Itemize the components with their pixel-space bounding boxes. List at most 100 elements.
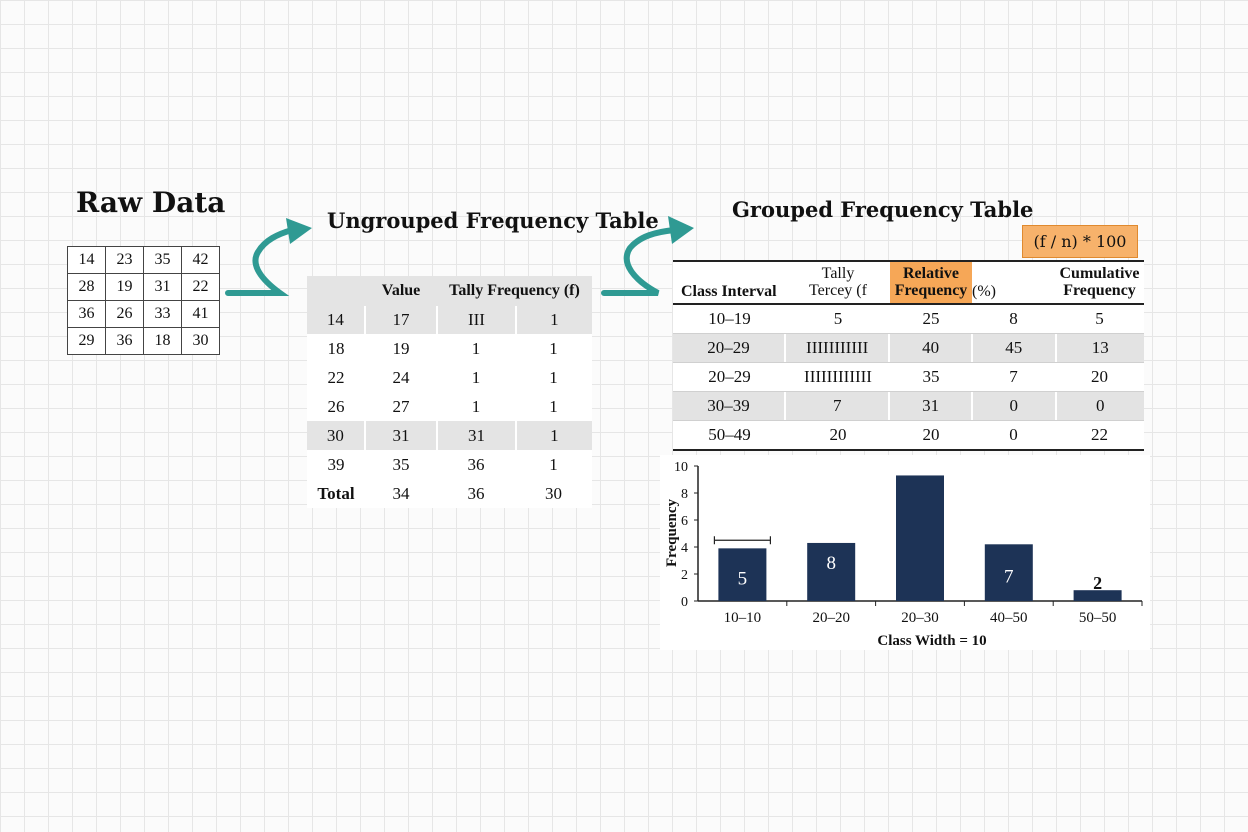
- y-tick-label: 2: [681, 568, 688, 583]
- header-relative-frequency: Relative Frequency: [890, 262, 972, 303]
- histogram-chart: 0 2 4 6 8 10 Frequency 10–10 5 20–20 8 20–30 40–50 7 5…: [664, 460, 1143, 649]
- table-cell: 20: [922, 425, 940, 444]
- table-cell: 22: [1091, 425, 1108, 444]
- table-row: 20–29 IIIIIIIIIII 40 45 13: [673, 334, 1144, 363]
- raw-cell: 18: [143, 327, 182, 355]
- x-tick-label: 20–30: [901, 610, 939, 626]
- header-value: Value: [381, 282, 421, 299]
- y-tick-label: 4: [681, 541, 688, 556]
- table-total-row: Total 34 36 30: [307, 479, 592, 508]
- table-row: 18 19 1 1: [307, 334, 592, 363]
- table-cell: 0: [970, 392, 1055, 420]
- table-cell: 14: [326, 310, 344, 329]
- raw-cell: 23: [105, 246, 144, 274]
- histogram-panel: 0 2 4 6 8 10 Frequency 10–10 5 20–20 8 20–30 40–50 7 5…: [660, 455, 1150, 650]
- table-cell: 20: [829, 425, 847, 444]
- raw-data-grid: 14 23 35 42 28 19 31 22 36 26 33 41 29 3…: [67, 246, 220, 355]
- table-row: 30–39 7 31 0 0: [673, 392, 1144, 421]
- arrow-ungrouped-to-grouped-icon: [601, 216, 694, 296]
- table-cell: 1: [514, 306, 592, 334]
- raw-cell: 36: [105, 327, 144, 355]
- table-row: 22 24 1 1: [307, 363, 592, 392]
- table-cell: 1: [549, 367, 558, 387]
- raw-cell: 28: [67, 273, 106, 301]
- table-cell: 30: [545, 483, 562, 503]
- table-cell: 39: [327, 454, 345, 474]
- y-tick-label: 10: [674, 460, 688, 475]
- x-tick-label: 40–50: [990, 610, 1028, 626]
- table-cell: 26: [327, 396, 345, 416]
- table-cell: 18: [327, 338, 345, 358]
- table-cell: 50–49: [708, 425, 751, 444]
- table-cell: 7: [1009, 367, 1018, 386]
- table-cell: 31: [363, 421, 436, 450]
- ungrouped-table-title: Ungrouped Frequency Table: [327, 208, 659, 233]
- bar-data-label: 5: [738, 568, 748, 589]
- table-cell: 10–19: [708, 309, 751, 328]
- y-tick-label: 8: [681, 487, 688, 502]
- table-cell: 19: [392, 338, 410, 358]
- table-cell: 31: [888, 392, 971, 420]
- table-cell: 0: [1054, 392, 1144, 420]
- histogram-bar: [807, 542, 856, 601]
- bar-data-label: 8: [826, 553, 836, 574]
- header-tally-line2: Tercey (f: [809, 282, 867, 299]
- bar-data-label: 2: [1093, 573, 1102, 593]
- histogram-bar: [1073, 590, 1122, 601]
- table-cell: 1: [549, 338, 558, 358]
- header-percent: (%): [972, 283, 996, 300]
- header-tally-frequency: Tally Frequency (f): [449, 282, 580, 299]
- table-row: 26 27 1 1: [307, 392, 592, 421]
- y-tick-label: 6: [681, 514, 688, 529]
- table-row: 50–49 20 20 0 22: [673, 421, 1144, 451]
- table-row: 20–29 IIIIIIIIIIII 35 7 20: [673, 363, 1144, 392]
- header-tally: Tally Tercey (f: [786, 262, 890, 303]
- table-row: 14 17 III 1: [307, 306, 592, 334]
- table-cell: 1: [549, 454, 558, 474]
- raw-cell: 42: [181, 246, 220, 274]
- table-cell: 17: [363, 306, 436, 334]
- table-row: 39 35 36 1: [307, 450, 592, 479]
- table-cell: 5: [1095, 309, 1104, 328]
- raw-cell: 33: [143, 300, 182, 328]
- x-tick-label: 50–50: [1079, 610, 1117, 626]
- x-tick-label: 20–20: [812, 610, 850, 626]
- table-cell: IIIIIIIIIII: [784, 334, 888, 362]
- table-row: 10–19 5 25 8 5: [673, 305, 1144, 334]
- table-cell: 20: [1091, 367, 1108, 386]
- header-class-interval: Class Interval: [681, 283, 777, 300]
- y-tick-label: 0: [681, 595, 688, 610]
- raw-cell: 35: [143, 246, 182, 274]
- table-cell: 25: [922, 309, 940, 328]
- raw-cell: 36: [67, 300, 106, 328]
- raw-data-title: Raw Data: [76, 186, 226, 219]
- table-cell: 35: [392, 454, 410, 474]
- histogram-bar: [984, 544, 1033, 601]
- table-cell: 31: [436, 421, 514, 450]
- raw-cell: 31: [143, 273, 182, 301]
- table-cell: 22: [327, 367, 345, 387]
- header-tally-line1: Tally: [821, 265, 855, 282]
- raw-cell: 22: [181, 273, 220, 301]
- table-cell: 24: [392, 367, 410, 387]
- table-cell: 5: [833, 309, 843, 328]
- table-cell: 30–39: [707, 396, 750, 415]
- formula-badge: (f / n) * 100: [1022, 225, 1138, 258]
- table-cell: 1: [471, 367, 481, 387]
- table-cell: 0: [1009, 425, 1018, 444]
- raw-cell: 41: [181, 300, 220, 328]
- arrow-raw-to-ungrouped-icon: [225, 218, 312, 296]
- table-cell: IIIIIIIIIIII: [804, 367, 872, 386]
- table-cell: 34: [392, 483, 410, 503]
- raw-cell: 14: [67, 246, 106, 274]
- grouped-frequency-table: Class Interval Tally Tercey (f Relative …: [673, 260, 1144, 451]
- table-cell: 1: [549, 396, 558, 416]
- histogram-bar: [718, 548, 767, 601]
- raw-cell: 26: [105, 300, 144, 328]
- table-cell: 36: [467, 454, 485, 474]
- x-tick-label: 10–10: [724, 610, 762, 626]
- table-cell: 13: [1054, 334, 1144, 362]
- table-cell: 1: [514, 421, 592, 450]
- table-header-row: Value Tally Frequency (f): [307, 276, 592, 306]
- histogram-bar: [896, 475, 944, 601]
